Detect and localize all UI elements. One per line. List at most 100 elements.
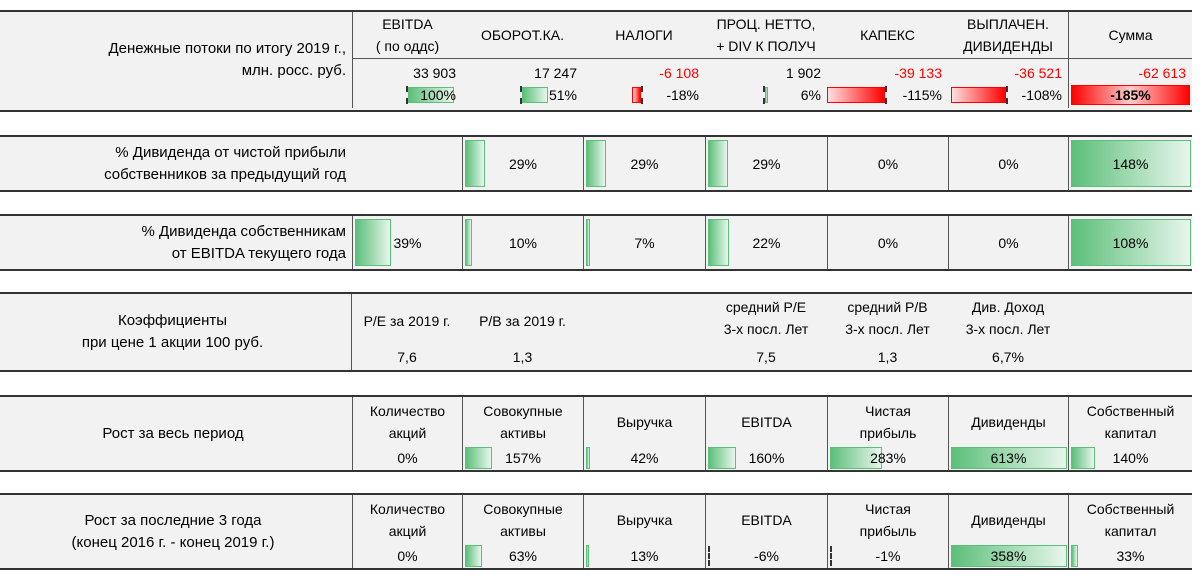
label-line: Рост за весь период	[102, 424, 244, 442]
amount: -6 108	[659, 64, 699, 81]
pct-row: 100%	[353, 84, 462, 106]
bar-axis	[1006, 85, 1009, 104]
percent: 29%	[752, 155, 781, 172]
header-line: средний P/B	[847, 299, 928, 315]
percent: -108%	[1021, 86, 1062, 103]
value-cell: 29%	[583, 137, 705, 190]
percent: 613%	[990, 450, 1027, 466]
percent: 22%	[752, 234, 781, 251]
percent: 283%	[870, 450, 906, 466]
header-line: Выручка	[616, 413, 673, 430]
header-line: EBITDA	[741, 413, 792, 430]
label-line: млн. росс. руб.	[241, 62, 346, 79]
header-line: EBITDA	[382, 16, 433, 32]
column-header: ПРОЦ. НЕТТО, + DIV К ПОЛУЧ	[705, 12, 827, 59]
bar-axis	[641, 85, 644, 104]
column-header: ОБОРОТ.КА.	[462, 12, 583, 59]
amount: 17 247	[534, 64, 577, 81]
percent: 0%	[998, 234, 1019, 251]
pct-row: -115%	[826, 84, 948, 106]
pct-row: -18%	[583, 84, 705, 106]
column-header: EBITDA ( по оддс)	[352, 12, 462, 59]
header-line: Количество	[369, 500, 446, 517]
percent: 6%	[800, 86, 821, 103]
ratio-value: 6,7%	[992, 349, 1024, 365]
header-line: Чистая	[865, 500, 911, 517]
data-bar	[465, 219, 473, 266]
column-header: Чистая прибыль	[827, 397, 948, 446]
data-bar	[708, 219, 729, 266]
value-cell: -62 613 -185%	[1068, 59, 1192, 108]
header-line: Выручка	[616, 511, 673, 528]
header-line: Дивиденды	[971, 413, 1046, 430]
label-line: при цене 1 акции 100 руб.	[81, 334, 264, 351]
header-line: капитал	[1104, 522, 1157, 539]
value-cell: 613%	[948, 446, 1068, 470]
data-bar	[1071, 219, 1191, 266]
percent: 0%	[397, 450, 418, 466]
percent: 358%	[990, 548, 1027, 564]
amount: -62 613	[1138, 64, 1186, 81]
data-bar	[586, 447, 591, 469]
row-label: Рост за весь период	[0, 397, 352, 470]
column-header: Совокупные активы	[462, 495, 583, 544]
header-line: Совокупные	[483, 500, 563, 517]
bar-axis	[405, 85, 408, 104]
percent: -115%	[902, 86, 942, 103]
cashflow-section: Денежные потоки по итогу 2019 г., млн. ро…	[0, 10, 1192, 112]
ratio-value: 7,5	[756, 349, 776, 365]
column-header: Чистая прибыль	[827, 495, 948, 544]
column-header: Дивиденды	[948, 397, 1068, 446]
row-label: % Дивиденда от чистой прибыли собственник…	[0, 137, 352, 190]
value-cell: 17 247 51%	[462, 59, 583, 108]
percent: 39%	[393, 234, 422, 251]
value-cell: -6 108 -18%	[583, 59, 705, 108]
value-cell: 108%	[1068, 216, 1192, 269]
value-cell: 0%	[827, 216, 948, 269]
column-header: EBITDA	[705, 495, 827, 544]
header-line: прибыль	[859, 522, 917, 539]
ratios-section: Коэффициенты при цене 1 акции 100 руб. P/E…	[0, 292, 1192, 372]
data-bar	[1071, 447, 1096, 469]
value-cell: 39%	[352, 216, 462, 269]
header-line: 3-х посл. Лет	[723, 321, 809, 337]
value-cell: 42%	[583, 446, 705, 470]
div_ebitda-section: % Дивиденда собственникам от EBITDA текущ…	[0, 214, 1192, 271]
header-line: + DIV К ПОЛУЧ	[716, 38, 816, 54]
column-header: Собственный капитал	[1068, 495, 1192, 544]
data-bar	[765, 86, 769, 103]
value-cell: 13%	[583, 544, 705, 568]
pct-row: 51%	[462, 84, 583, 106]
header-line: ОБОРОТ.КА.	[480, 27, 564, 43]
amount: -36 521	[1014, 64, 1062, 81]
ratio-cell	[1068, 294, 1192, 370]
percent: 51%	[548, 86, 577, 103]
value-cell: 63%	[462, 544, 583, 568]
label-line: собственников за предыдущий год	[104, 165, 346, 183]
growth_all-section: Рост за весь период Количество акций 0% Сово…	[0, 395, 1192, 472]
value-cell: 29%	[462, 137, 583, 190]
percent: 0%	[998, 155, 1019, 172]
percent: 0%	[877, 234, 899, 251]
data-bar	[631, 86, 642, 103]
data-bar	[1071, 84, 1190, 105]
ratio-value: 7,6	[397, 349, 417, 365]
bar-axis	[708, 546, 710, 566]
bar-axis	[885, 85, 888, 104]
header-line: прибыль	[859, 424, 917, 441]
header-line: ДИВИДЕНДЫ	[963, 38, 1053, 54]
value-cell: 10%	[462, 216, 583, 269]
data-bar	[465, 545, 483, 567]
percent: -6%	[754, 548, 779, 564]
header-line: Сумма	[1108, 27, 1153, 43]
row-label: Денежные потоки по итогу 2019 г., млн. ро…	[0, 12, 352, 108]
label-line: Рост за последние 3 года	[84, 511, 262, 529]
percent: 29%	[630, 155, 659, 172]
header-line: КАПЕКС	[860, 27, 915, 43]
data-bar	[951, 86, 1007, 103]
amount: 1 902	[785, 64, 821, 81]
value-cell: 140%	[1068, 446, 1192, 470]
percent: 148%	[1112, 155, 1149, 172]
label-line: % Дивиденда собственникам	[141, 222, 346, 240]
data-bar	[586, 219, 590, 266]
